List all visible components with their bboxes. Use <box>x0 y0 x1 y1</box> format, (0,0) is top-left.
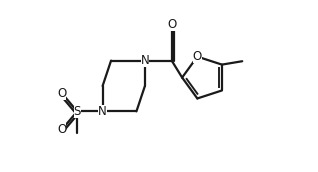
Text: S: S <box>73 105 81 118</box>
Text: O: O <box>57 87 66 100</box>
Text: O: O <box>193 50 202 63</box>
Text: N: N <box>98 105 107 118</box>
Text: O: O <box>57 123 66 136</box>
Text: O: O <box>167 18 176 31</box>
Text: N: N <box>141 54 149 67</box>
